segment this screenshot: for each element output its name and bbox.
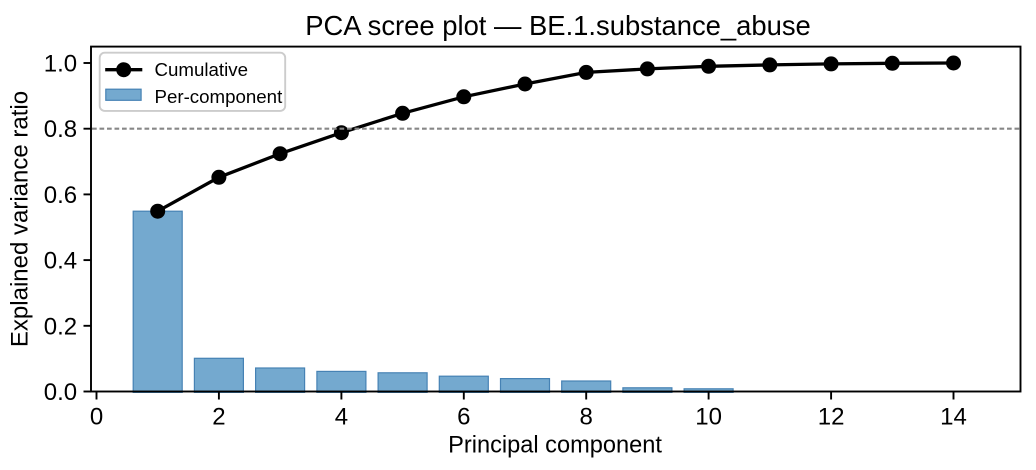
svg-text:1.0: 1.0: [44, 51, 77, 78]
svg-text:PCA scree plot — BE.1.substanc: PCA scree plot — BE.1.substance_abuse: [305, 10, 811, 41]
svg-text:Principal component: Principal component: [448, 432, 662, 458]
svg-text:0: 0: [90, 404, 103, 431]
svg-text:14: 14: [940, 404, 967, 431]
svg-text:8: 8: [580, 404, 593, 431]
svg-text:Per-component: Per-component: [155, 86, 284, 107]
svg-text:Cumulative: Cumulative: [155, 59, 248, 80]
svg-text:0.6: 0.6: [44, 182, 77, 209]
svg-text:10: 10: [695, 404, 722, 431]
svg-text:0.4: 0.4: [44, 248, 77, 275]
svg-text:0.0: 0.0: [44, 379, 77, 406]
svg-text:0.2: 0.2: [44, 313, 77, 340]
svg-text:2: 2: [212, 404, 225, 431]
svg-text:0.8: 0.8: [44, 116, 77, 143]
svg-text:12: 12: [818, 404, 845, 431]
svg-text:6: 6: [457, 404, 470, 431]
svg-text:Explained variance ratio: Explained variance ratio: [7, 91, 34, 347]
svg-text:4: 4: [335, 404, 348, 431]
